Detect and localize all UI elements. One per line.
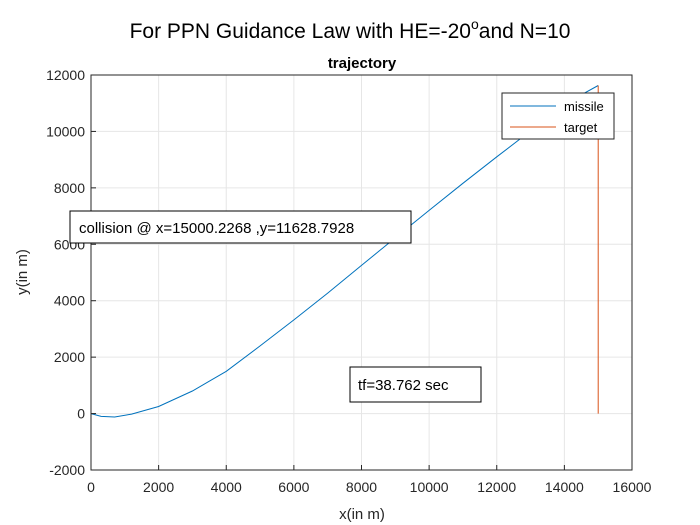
y-tick-label: 0 [77, 406, 85, 422]
y-tick-label: -2000 [49, 462, 85, 478]
grid-lines [91, 75, 632, 470]
y-tick-label: 8000 [54, 180, 85, 196]
y-tick-label: 4000 [54, 293, 85, 309]
x-tick-label: 4000 [211, 479, 242, 495]
x-tick-label: 14000 [545, 479, 584, 495]
collision-annotation: collision @ x=15000.2268 ,y=11628.7928 [79, 220, 354, 237]
x-axis-label: x(in m) [339, 506, 385, 523]
legend-label-target: target [564, 120, 598, 135]
x-tick-label: 8000 [346, 479, 377, 495]
legend-box [501, 92, 615, 140]
y-tick-label: 12000 [46, 67, 85, 83]
x-tick-label: 16000 [613, 479, 652, 495]
tf-annotation-box [349, 366, 482, 403]
x-tick-label: 2000 [143, 479, 174, 495]
collision-annotation-box [69, 210, 412, 244]
x-tick-label: 6000 [278, 479, 309, 495]
figure-title: For PPN Guidance Law with HE=-20oand N=1… [130, 16, 571, 43]
y-axis-label: y(in m) [14, 249, 31, 295]
x-tick-label: 0 [87, 479, 95, 495]
x-tick-label: 10000 [410, 479, 449, 495]
axes-title: trajectory [328, 55, 397, 72]
legend: missile target [501, 92, 615, 140]
legend-label-missile: missile [564, 99, 604, 114]
tf-annotation: tf=38.762 sec [358, 377, 449, 394]
y-tick-label: 10000 [46, 123, 85, 139]
axis-ticks: 0 2000 4000 6000 8000 10000 12000 14000 16000 -20… [46, 67, 652, 495]
y-tick-label: 2000 [54, 349, 85, 365]
x-tick-label: 12000 [477, 479, 516, 495]
